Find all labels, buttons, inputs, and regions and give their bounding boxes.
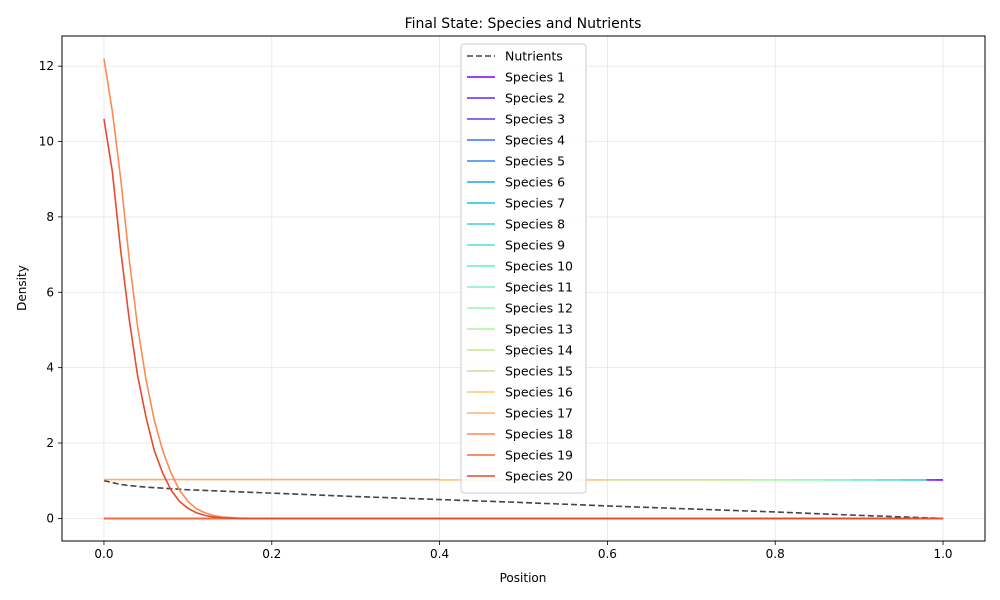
y-tick-label: 6 [46, 285, 54, 299]
legend-entry-label: Species 14 [505, 343, 573, 358]
x-tick-label: 0.2 [262, 547, 281, 561]
legend-entry-label: Species 3 [505, 112, 565, 127]
x-tick-label: 1.0 [933, 547, 952, 561]
legend-entry-label: Species 16 [505, 385, 573, 400]
legend-entry-label: Species 2 [505, 91, 565, 106]
legend-entry-label: Species 13 [505, 322, 573, 337]
y-tick-label: 8 [46, 210, 54, 224]
legend-entry-label: Species 6 [505, 175, 565, 190]
x-tick-label: 0.0 [94, 547, 113, 561]
y-tick-label: 10 [39, 135, 54, 149]
legend: Nutrients Species 1 Species 2 Species 3 Spec… [460, 43, 587, 494]
y-tick-label: 4 [46, 361, 54, 375]
y-tick-label: 0 [46, 511, 54, 525]
series-line-nutrients [103, 479, 944, 520]
legend-entry-label: Species 9 [505, 238, 565, 253]
legend-entry-label: Species 8 [505, 217, 565, 232]
plot-area-frame [61, 35, 986, 542]
legend-entry-label: Species 4 [505, 133, 565, 148]
legend-entry-label: Species 1 [505, 70, 565, 85]
x-axis-label: Position [500, 571, 547, 585]
legend-entry-label: Species 20 [505, 469, 573, 484]
legend-entry-label: Species 10 [505, 259, 573, 274]
legend-entry-label: Species 19 [505, 448, 573, 463]
plot-lines [103, 58, 944, 520]
x-tick-label: 0.6 [598, 547, 617, 561]
y-axis-label: Density [15, 265, 29, 311]
legend-entry-label: Species 18 [505, 427, 573, 442]
legend-entry-label: Species 7 [505, 196, 565, 211]
chart-title: Final State: Species and Nutrients [405, 16, 642, 32]
x-tick-label: 0.4 [430, 547, 449, 561]
legend-box [460, 43, 587, 494]
legend-entry-label: Species 17 [505, 406, 573, 421]
axis-ticks: 0.0 0.2 0.4 0.6 0.8 1.0 0 2 4 6 8 10 12 [39, 59, 953, 561]
series-line-species-20 [103, 118, 944, 520]
legend-entry-label: Species 15 [505, 364, 573, 379]
legend-entry-label: Species 5 [505, 154, 565, 169]
legend-entry-label: Species 11 [505, 280, 573, 295]
legend-entry-label: Nutrients [505, 49, 563, 64]
y-tick-label: 2 [46, 436, 54, 450]
x-tick-label: 0.8 [766, 547, 785, 561]
y-tick-label: 12 [39, 59, 54, 73]
legend-entry-label: Species 12 [505, 301, 573, 316]
